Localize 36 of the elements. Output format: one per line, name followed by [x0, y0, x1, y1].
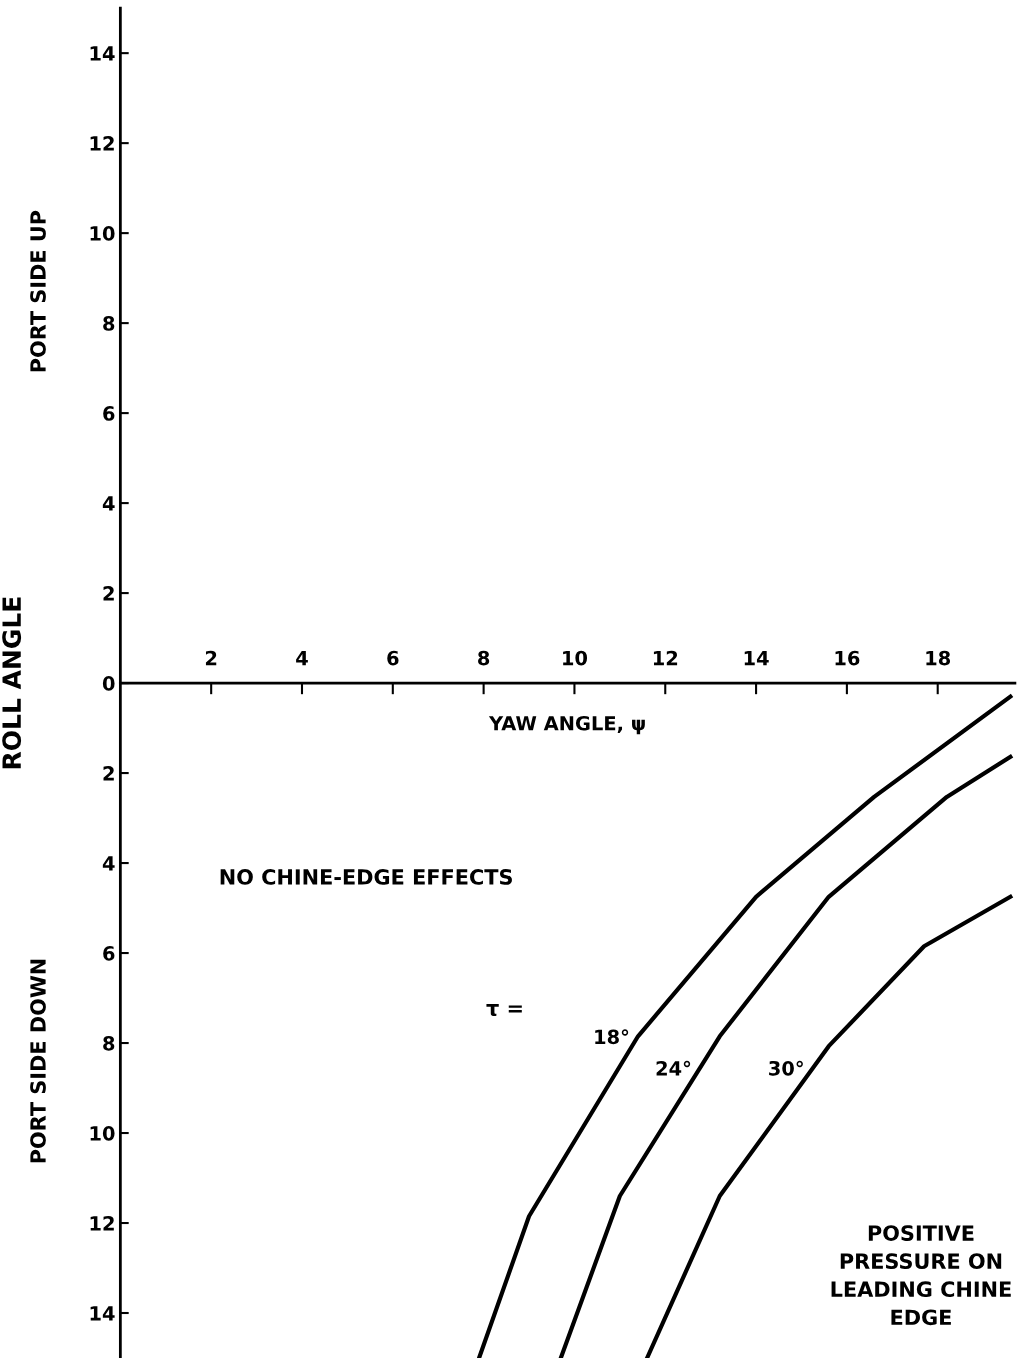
y-tick-label: 8	[103, 316, 115, 331]
y-tick-label: 6	[103, 946, 115, 961]
x-tick-label: 18	[926, 650, 951, 666]
y-tick-label: 2	[103, 766, 114, 781]
y-tick-label: 2	[103, 586, 114, 601]
series-label: 18°	[595, 1029, 629, 1045]
y-tick-label: 14	[90, 46, 115, 61]
x-tick-label: 16	[835, 650, 860, 666]
y-tick-label: 6	[103, 406, 115, 421]
y-tick-label: 10	[90, 1125, 115, 1141]
x-tick-label: 4	[296, 650, 308, 666]
x-tick-label: 14	[744, 650, 769, 666]
y-tick-label: 12	[90, 136, 114, 151]
annotation: POSITIVE PRESSURE ON LEADING CHINE EDGE	[831, 1225, 1011, 1326]
y-tick-label: 12	[90, 1215, 114, 1231]
y-tick-label: 0	[102, 676, 115, 691]
text: PORT SIDE UP	[30, 210, 46, 372]
series-label: 30°	[769, 1060, 803, 1076]
x-tick-label: 10	[563, 650, 588, 666]
x-tick-label: 12	[653, 650, 678, 666]
y-axis-title: ROLL ANGLE	[2, 597, 22, 769]
y-tick-label: 8	[103, 1035, 115, 1051]
y-tick-label: 10	[90, 226, 115, 241]
annotation: τ =	[486, 1004, 522, 1016]
x-tick-label: 6	[387, 650, 399, 666]
text: PORT SIDE DOWN	[30, 959, 46, 1163]
y-tick-label: 4	[102, 856, 115, 871]
x-tick-label: 2	[205, 650, 217, 666]
x-tick-label: 8	[478, 650, 490, 666]
line-series	[645, 894, 1013, 1358]
y-tick-label: 14	[90, 1306, 115, 1321]
series-label: 24°	[656, 1060, 691, 1076]
line-series	[558, 754, 1013, 1358]
x-axis-title: YAW ANGLE, ψ	[488, 715, 645, 735]
y-tick-label: 4	[102, 496, 115, 511]
annotation: NO CHINE-EDGE EFFECTS	[220, 869, 512, 885]
